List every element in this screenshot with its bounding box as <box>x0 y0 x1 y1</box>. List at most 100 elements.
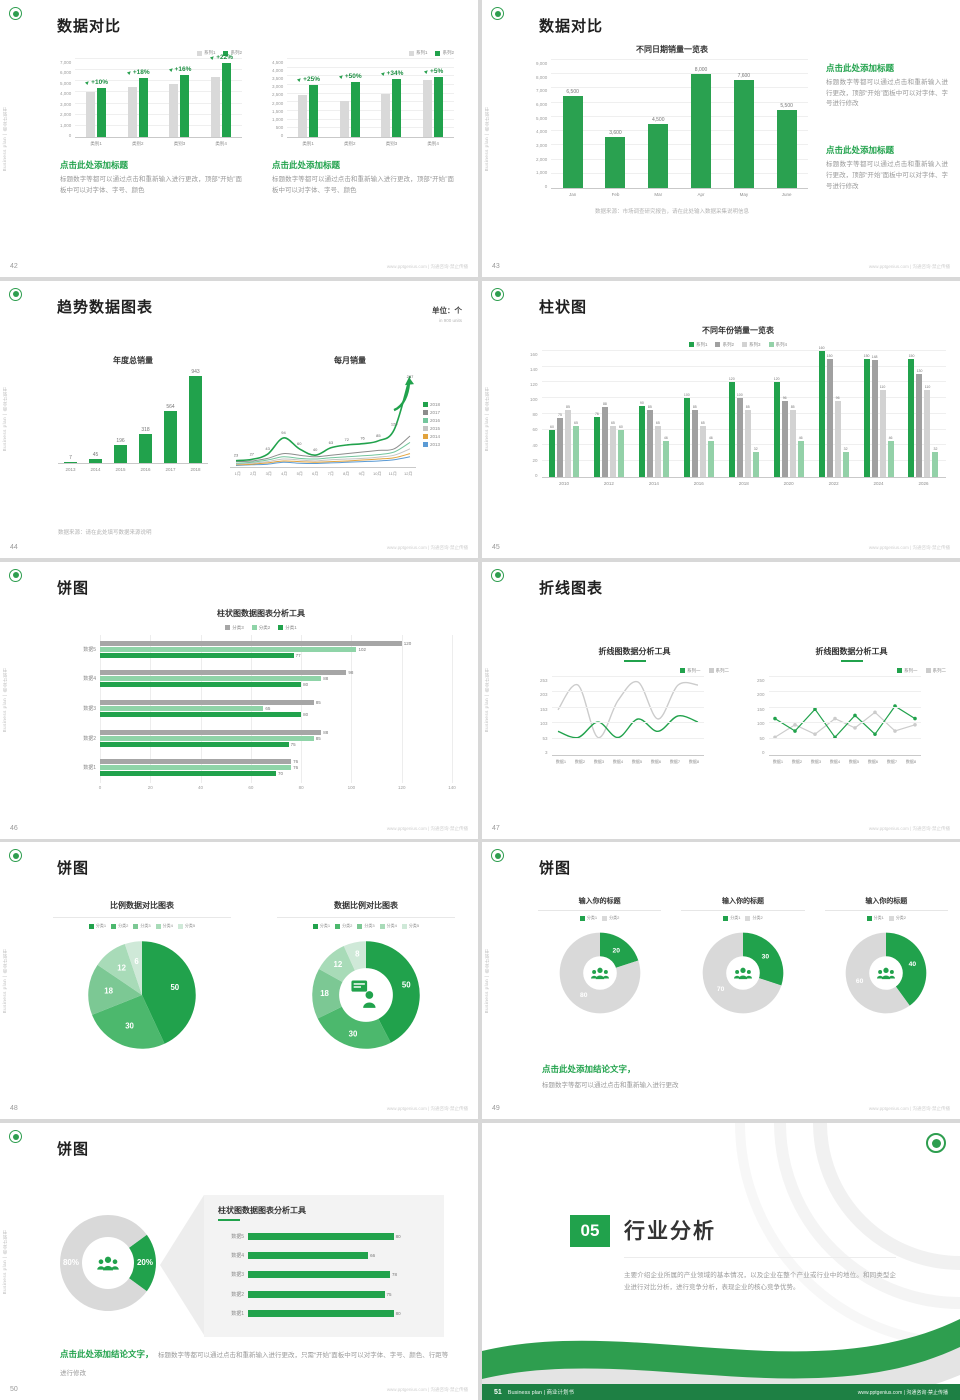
bar-value: 75 <box>386 1291 392 1297</box>
bar-group: 120 96 85 46 <box>766 352 811 477</box>
bar-value: 46 <box>888 435 893 440</box>
y-tick-label: 100 <box>757 721 765 727</box>
unit-note: 单位：个 in 900 units <box>432 305 462 323</box>
bar-value: 5,500 <box>780 102 793 109</box>
bar <box>127 86 137 137</box>
slide-44: Business plan | 商业计划书 趋势数据图表 单位：个 in 900… <box>0 280 478 558</box>
line-series <box>235 456 411 466</box>
bar-line: 75 <box>100 741 452 747</box>
bar-wrap: 46 <box>707 436 714 477</box>
legend-label: 分类1 <box>319 923 331 929</box>
legend-item: 分类1 <box>312 923 331 929</box>
charts-row: 年度总销量 7 45 196 318 564 943 2013 2014 2015 2016 201… <box>58 355 470 477</box>
y-tick-label: 2,000 <box>60 112 72 118</box>
line-chart-svg: 23 27 43 94 60 40 63 72 76 85 120 287 <box>234 374 414 466</box>
bar-wrap: 120 <box>728 377 735 477</box>
bar <box>100 652 294 658</box>
person-icon <box>603 970 608 975</box>
x-tick-label: 5月 <box>296 470 303 476</box>
up-right-arrow-icon: ▲ <box>336 72 346 81</box>
page-number: 45 <box>492 543 500 551</box>
gridline <box>551 130 808 132</box>
legend-swatch-icon <box>408 50 414 56</box>
content-wrap: 不同日期销量一览表 9,000 8,000 7,000 6,000 5,000 4,000… <box>536 44 948 215</box>
logo-dot-icon <box>12 852 19 859</box>
bar-value: 80 <box>395 1310 401 1316</box>
legend-item: 系列一 <box>897 668 918 674</box>
horizontal-bar-chart: 数据5 数据4 数据3 数据2 数据1 80 66 78 75 80 <box>218 1227 430 1323</box>
bar-wrap: 110 <box>924 385 931 477</box>
x-tick-label: 数据2 <box>791 758 803 764</box>
bar-line: 77 <box>100 652 452 658</box>
brand-logo-icon <box>9 849 22 863</box>
bar-value: 32 <box>933 446 938 451</box>
person-icon <box>363 1002 376 1009</box>
gridline <box>541 381 946 383</box>
bar-wrap: 46 <box>797 436 804 477</box>
x-tick-label: 2014 <box>90 466 101 472</box>
data-point <box>912 722 917 727</box>
x-tick-label: 2026 <box>918 480 929 486</box>
legend-swatch-icon <box>401 923 407 929</box>
chart-title: 柱状图数据图表分析工具 <box>217 608 305 618</box>
bar-group: 150 148 110 46 <box>856 352 901 477</box>
bar <box>298 95 308 137</box>
slide-48: Business plan | 商业计划书 饼图 比例数据对比图表 分类1 分类2… <box>0 842 478 1120</box>
bar-wrap: 65 <box>609 421 616 477</box>
bar <box>733 79 754 188</box>
chart-body: 7,000 6,000 5,000 4,000 3,000 2,000 1,000 0 ▲+10… <box>60 54 242 147</box>
data-point <box>772 716 777 720</box>
legend-label: 分类2 <box>118 923 129 929</box>
bar-wrap: 7,600 <box>733 73 754 188</box>
bar-line: 88 <box>100 729 452 735</box>
plot-area: 60 75 85 65 76 88 65 60 90 85 65 46 100 85 65 46 120 100 8… <box>541 346 946 486</box>
slice-label: 12 <box>334 960 343 969</box>
bar-wrap: 85 <box>691 405 698 477</box>
bar-wrap: 60 <box>548 425 555 477</box>
legend-label: 分类1 <box>586 915 598 921</box>
legend-item: 2013 <box>423 441 441 447</box>
legend-swatch-icon <box>435 50 441 56</box>
footer-brand: Business plan | 商业计划书 <box>507 1390 575 1396</box>
slice-label: 40 <box>909 961 917 968</box>
bar-wrap: 4,500 <box>648 117 669 188</box>
bar-line: 65 <box>100 705 452 711</box>
data-label: 63 <box>329 440 334 445</box>
conclusion-body: 标题数字等都可以通过点击和重新输入进行更改，只需“开始”面板中可以对字体、字号、… <box>60 1352 449 1377</box>
legend-label: 分类2 <box>258 624 271 630</box>
bar-value: 66 <box>370 1253 376 1259</box>
bar-value: 70 <box>278 771 284 777</box>
bar-line: 78 <box>248 1271 430 1279</box>
x-tick-label: 数据8 <box>688 758 700 764</box>
slice-label: 18 <box>320 989 329 998</box>
bar-row: 66 <box>248 1252 430 1260</box>
chart-legend: 分类1 分类2 <box>579 915 619 921</box>
x-tick-label: 类别4 <box>427 141 439 146</box>
legend-label: 2013 <box>430 441 441 447</box>
conclusion-block: 点击此处添加结论文字， 标题数字等都可以通过点击和重新输入进行更改，只需“开始”… <box>60 1344 452 1380</box>
legend-swatch-icon <box>155 923 161 929</box>
gridline <box>287 101 454 103</box>
line-series <box>235 448 411 465</box>
legend-label: 系列1 <box>203 50 216 55</box>
brand-logo-icon <box>9 568 22 582</box>
y-tick-label: 100 <box>530 397 538 403</box>
person-icon <box>882 975 891 980</box>
bar-line: 85 <box>100 735 452 741</box>
legend-swatch-icon <box>423 433 428 439</box>
bar-wrap: 6,500 <box>562 89 583 188</box>
bar-value: 100 <box>736 393 743 397</box>
gridline <box>551 706 704 708</box>
x-tick-label: 2012 <box>603 480 614 486</box>
y-tick-label: 1,500 <box>272 108 284 114</box>
bar-wrap: 32 <box>752 447 759 477</box>
bar <box>434 76 444 137</box>
y-tick-label: 4,000 <box>60 91 72 97</box>
x-tick-label: 类别2 <box>132 141 144 146</box>
bar <box>879 390 886 477</box>
bar-value: 85 <box>315 735 321 741</box>
gridline <box>551 101 808 103</box>
bar <box>638 405 645 477</box>
pie-svg: 20% 80% <box>59 1215 156 1311</box>
x-axis: 0 20 40 60 80 100 120 140 <box>99 785 456 793</box>
